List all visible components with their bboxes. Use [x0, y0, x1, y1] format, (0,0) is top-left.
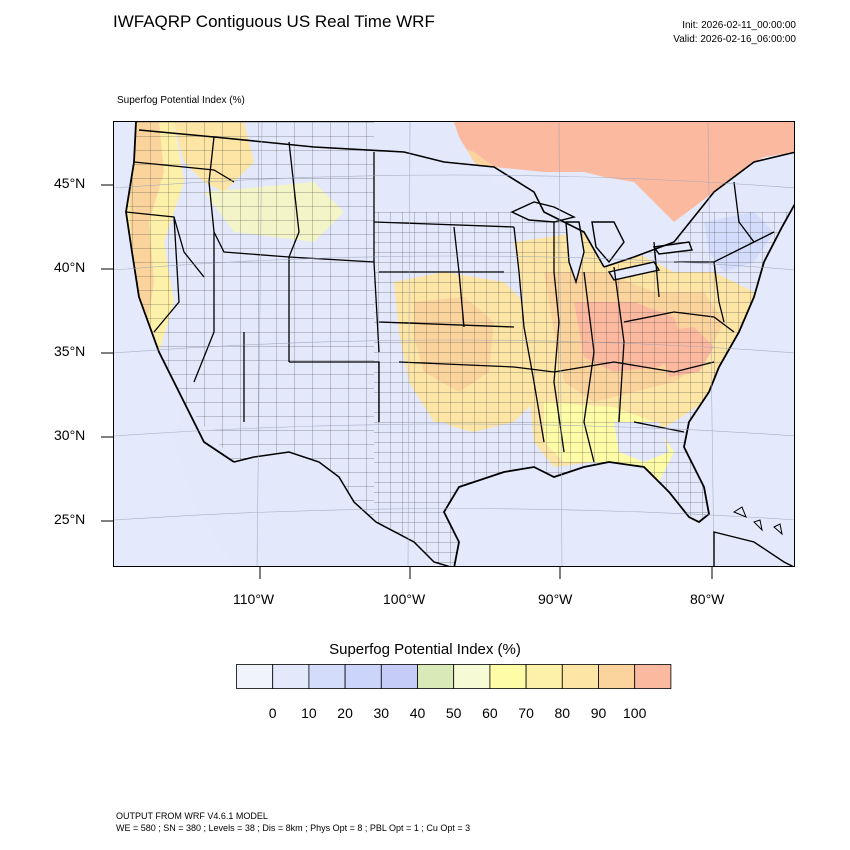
field-label: Superfog Potential Index (%) — [117, 95, 245, 106]
init-time: Init: 2026-02-11_00:00:00 — [682, 20, 796, 31]
lat-label-30: 30°N — [54, 427, 86, 443]
colorbar-label: 80 — [554, 705, 571, 721]
colorbar-box-2 — [308, 664, 346, 689]
lake-ontario — [652, 241, 693, 255]
lon-label-100w: 100°W — [383, 591, 426, 607]
footer-model-line: OUTPUT FROM WRF V4.6.1 MODEL — [116, 811, 268, 821]
colorbar-title: Superfog Potential Index (%) — [329, 641, 521, 658]
lat-label-40: 40°N — [54, 259, 86, 275]
map-canvas — [114, 122, 794, 566]
colorbar-label: 0 — [268, 705, 277, 721]
colorbar-label: 90 — [590, 705, 607, 721]
colorbar-label: 20 — [337, 705, 353, 721]
lon-label-110w: 110°W — [233, 591, 275, 607]
lake-michigan — [565, 221, 585, 285]
colorbar-label: 10 — [301, 705, 317, 721]
colorbar — [236, 664, 672, 689]
lon-label-90w: 90°W — [538, 591, 573, 607]
colorbar-box-10 — [598, 664, 636, 689]
lat-label-35: 35°N — [54, 343, 86, 359]
lat-label-45: 45°N — [54, 175, 86, 191]
colorbar-box-9 — [561, 664, 599, 689]
lat-ticks — [101, 184, 113, 522]
colorbar-box-6 — [453, 664, 491, 689]
colorbar-label: 100 — [623, 705, 647, 721]
colorbar-label: 40 — [409, 705, 426, 721]
lake-erie — [607, 261, 661, 281]
colorbar-box-3 — [344, 664, 382, 689]
lat-label-25: 25°N — [54, 511, 86, 527]
state-boundaries — [125, 136, 775, 463]
map-panel[interactable] — [113, 121, 795, 567]
colorbar-box-4 — [380, 664, 418, 689]
valid-time: Valid: 2026-02-16_06:00:00 — [673, 34, 796, 45]
lake-huron — [591, 221, 625, 264]
colorbar-box-7 — [489, 664, 527, 689]
canada-high-zone — [404, 122, 794, 222]
colorbar-label: 70 — [518, 705, 534, 721]
page-title: IWFAQRP Contiguous US Real Time WRF — [113, 12, 435, 31]
colorbar-box-1 — [272, 664, 310, 689]
footer-config-line: WE = 580 ; SN = 380 ; Levels = 38 ; Dis … — [116, 823, 471, 833]
colorbar-label: 30 — [373, 705, 390, 721]
lon-label-80w: 80°W — [690, 591, 725, 607]
graticule — [114, 122, 794, 566]
lon-ticks — [259, 567, 713, 579]
colorbar-box-11 — [634, 664, 672, 689]
colorbar-box-5 — [417, 664, 455, 689]
colorbar-label: 50 — [445, 705, 462, 721]
colorbar-label: 60 — [482, 705, 498, 721]
colorbar-box-0 — [236, 664, 274, 689]
mexico-area — [174, 402, 433, 566]
lake-superior — [510, 201, 577, 223]
colorbar-box-8 — [525, 664, 563, 689]
